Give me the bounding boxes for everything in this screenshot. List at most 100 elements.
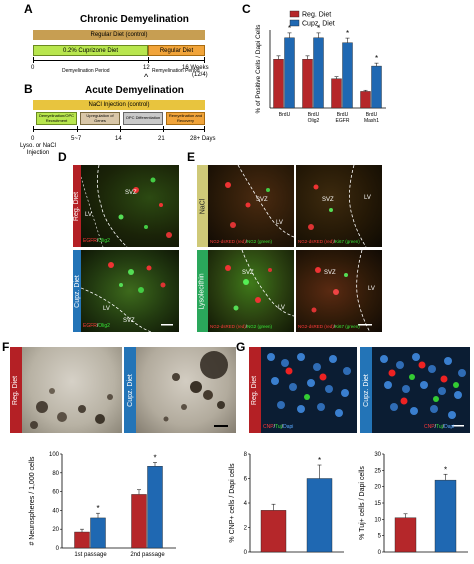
stage-label: Upregulation of Genes [86,113,114,123]
y-tick-label: 100 [49,452,60,458]
stain-olig2: Olig2 [98,323,110,329]
neurosphere [217,401,225,409]
timeline-b-tick [77,126,78,132]
bar-cupz-diet [90,517,106,549]
bar-reg-diet [331,78,342,109]
panel-letter-d: D [58,150,67,164]
nucleus [271,377,279,385]
stain-label-e-1: NG2-dsRED (red)/NG2 (green) [210,239,272,245]
neurosphere [30,421,38,429]
nucleus [335,409,343,417]
stain-tuj: Tuj [274,424,282,430]
timeline-b-axis [33,129,205,130]
neurosphere [95,414,105,424]
cell-red [315,267,321,273]
neurosphere [203,390,213,400]
tick-a-16: 16 Weeks [182,65,209,71]
stage-label: OPC Differentiation [125,115,161,121]
cell-red [225,265,231,271]
y-tick-label: 25 [374,468,381,474]
cell-red [268,268,272,272]
cell-green [144,225,148,229]
stain-ng2-dsred: NG2-dsRED (red) [298,324,334,329]
bar-reg-diet [74,531,90,549]
legend-label-reg: Reg. Diet [302,12,331,19]
micrograph-d-cupz-svg [81,262,173,332]
panel-letter-c: C [242,2,251,16]
stage-label: Demyelination/OPC Recruitment [38,113,75,123]
row-label-text: Reg. Diet [251,375,259,405]
row-label-bar-reg-g [249,347,261,433]
nucleus [289,383,297,391]
neurosphere-image-cupz-svg [163,351,228,427]
nucleus [458,369,466,377]
nucleus [438,387,446,395]
cell-red [311,307,317,313]
panel-letter-b: B [24,82,33,96]
row-label-text: Cupz. Diet [362,373,370,407]
y-tick-label: 80 [52,471,59,477]
cnp-cell [418,361,426,369]
cnp-cell [440,375,448,383]
nucleus [343,367,351,375]
nucleus [384,381,392,389]
nucleus [329,355,337,363]
immunostain-image-reg-svg [267,353,351,417]
nucleus [380,355,388,363]
y-tick-label: 2 [244,526,248,532]
significance-marker: * [375,54,378,63]
tuj-cell [304,394,310,400]
cell-red [230,222,236,228]
tick-b-21: 21 [158,136,165,142]
tick-a-0: 0 [31,65,35,71]
stain-sep: / [96,323,99,329]
micrograph-e-4-svg [311,250,372,332]
chart-c: % of Positive Cells / Dapi Cells * BrdU * Br… [255,10,386,124]
scale-bar [214,425,228,427]
cell-green [119,283,123,287]
svz-border-line [97,165,128,247]
stain-sep: / [281,424,284,430]
timeline-b-tick [163,126,164,132]
neurosphere [36,401,48,413]
lv-label: LV [276,220,283,226]
stain-label-e-3: NG2-dsRED (red)/NG2 (green) [210,324,272,330]
row-label-text: Cupz. Diet [126,373,134,407]
svz-label: SVZ [256,197,268,203]
category-label: BrdU [279,112,291,118]
row-label-text: Reg. Diet [73,191,81,221]
stain-tuj: Tuj [435,424,443,430]
y-tick-label: 40 [52,508,59,514]
significance-marker: * [153,453,156,462]
row-label-bar-cupz-g [360,347,372,433]
stain-sep: / [333,239,336,244]
micrograph-d-reg-svg [81,165,172,247]
significance-marker: * [444,465,447,474]
category-label: BrdU [308,112,320,118]
stain-ng2-dsred: NG2-dsRED (red) [210,239,246,244]
panel-letter-a: A [24,2,33,16]
nucleus [297,405,305,413]
lv-label: LV [368,286,375,292]
tick-b-5-7: 5~7 [71,136,82,142]
bar-cupz-diet [371,65,382,109]
neurosphere [181,404,187,410]
nucleus [390,403,398,411]
category-label: 1st passage [74,552,107,558]
stain-sep: / [245,324,248,329]
regular-diet-bar: Regular Diet [148,45,205,56]
nucleus [267,353,275,361]
stain-dapi: Dapi [444,424,455,430]
nucleus [448,411,456,419]
nucleus [412,353,420,361]
panel-letter-g: G [236,340,246,354]
stain-cnp: CNP [263,424,274,430]
timeline-b-tick [120,126,121,132]
cuprizone-diet-label: 0.2% Cuprizone Diet [62,47,119,54]
stain-ng2-dsred: NG2-dsRED (red) [210,324,246,329]
neurosphere-image-cupz [136,347,236,433]
row-label-bar-nacl [197,165,208,247]
neurosphere [78,405,86,413]
cell-red [308,224,314,230]
nucleus [402,385,410,393]
